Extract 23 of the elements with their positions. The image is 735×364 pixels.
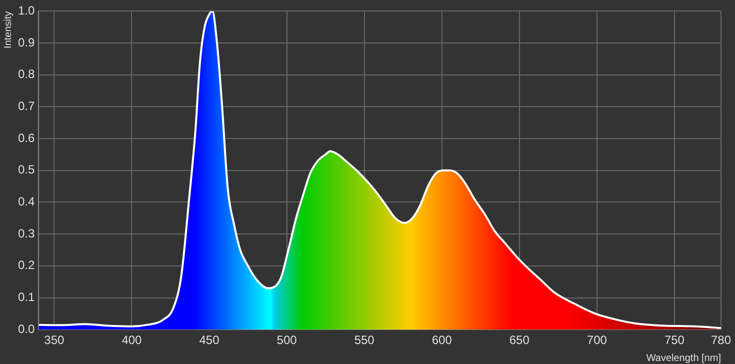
y-tick-label: 0.4 <box>18 194 35 209</box>
y-tick-label: 0.2 <box>18 258 35 272</box>
y-axis-title: Intensity <box>2 11 14 48</box>
y-tick-label: 0.8 <box>18 67 35 82</box>
y-tick-label: 0.1 <box>18 290 35 304</box>
y-tick-label: 0.9 <box>18 35 35 50</box>
y-tick-label: 0.7 <box>18 99 35 114</box>
y-tick-label: 0.5 <box>18 162 35 177</box>
x-tick-label: 700 <box>586 333 608 348</box>
x-tick-label: 350 <box>44 333 65 348</box>
x-tick-label: 550 <box>354 333 375 348</box>
x-axis-title: Wavelength [nm] <box>646 352 722 364</box>
y-tick-label: 0.6 <box>18 130 35 145</box>
x-tick-label: 600 <box>432 333 452 348</box>
y-tick-label: 1.0 <box>18 4 35 18</box>
x-tick-label: 650 <box>509 333 530 348</box>
x-tick-label: 500 <box>276 333 298 348</box>
x-tick-label: 400 <box>122 333 142 348</box>
x-tick-label: 750 <box>664 333 685 348</box>
x-tick-label: 780 <box>710 333 732 348</box>
y-tick-label: 0.0 <box>18 322 35 336</box>
x-tick-label: 450 <box>199 333 220 348</box>
y-tick-label: 0.3 <box>18 226 35 240</box>
